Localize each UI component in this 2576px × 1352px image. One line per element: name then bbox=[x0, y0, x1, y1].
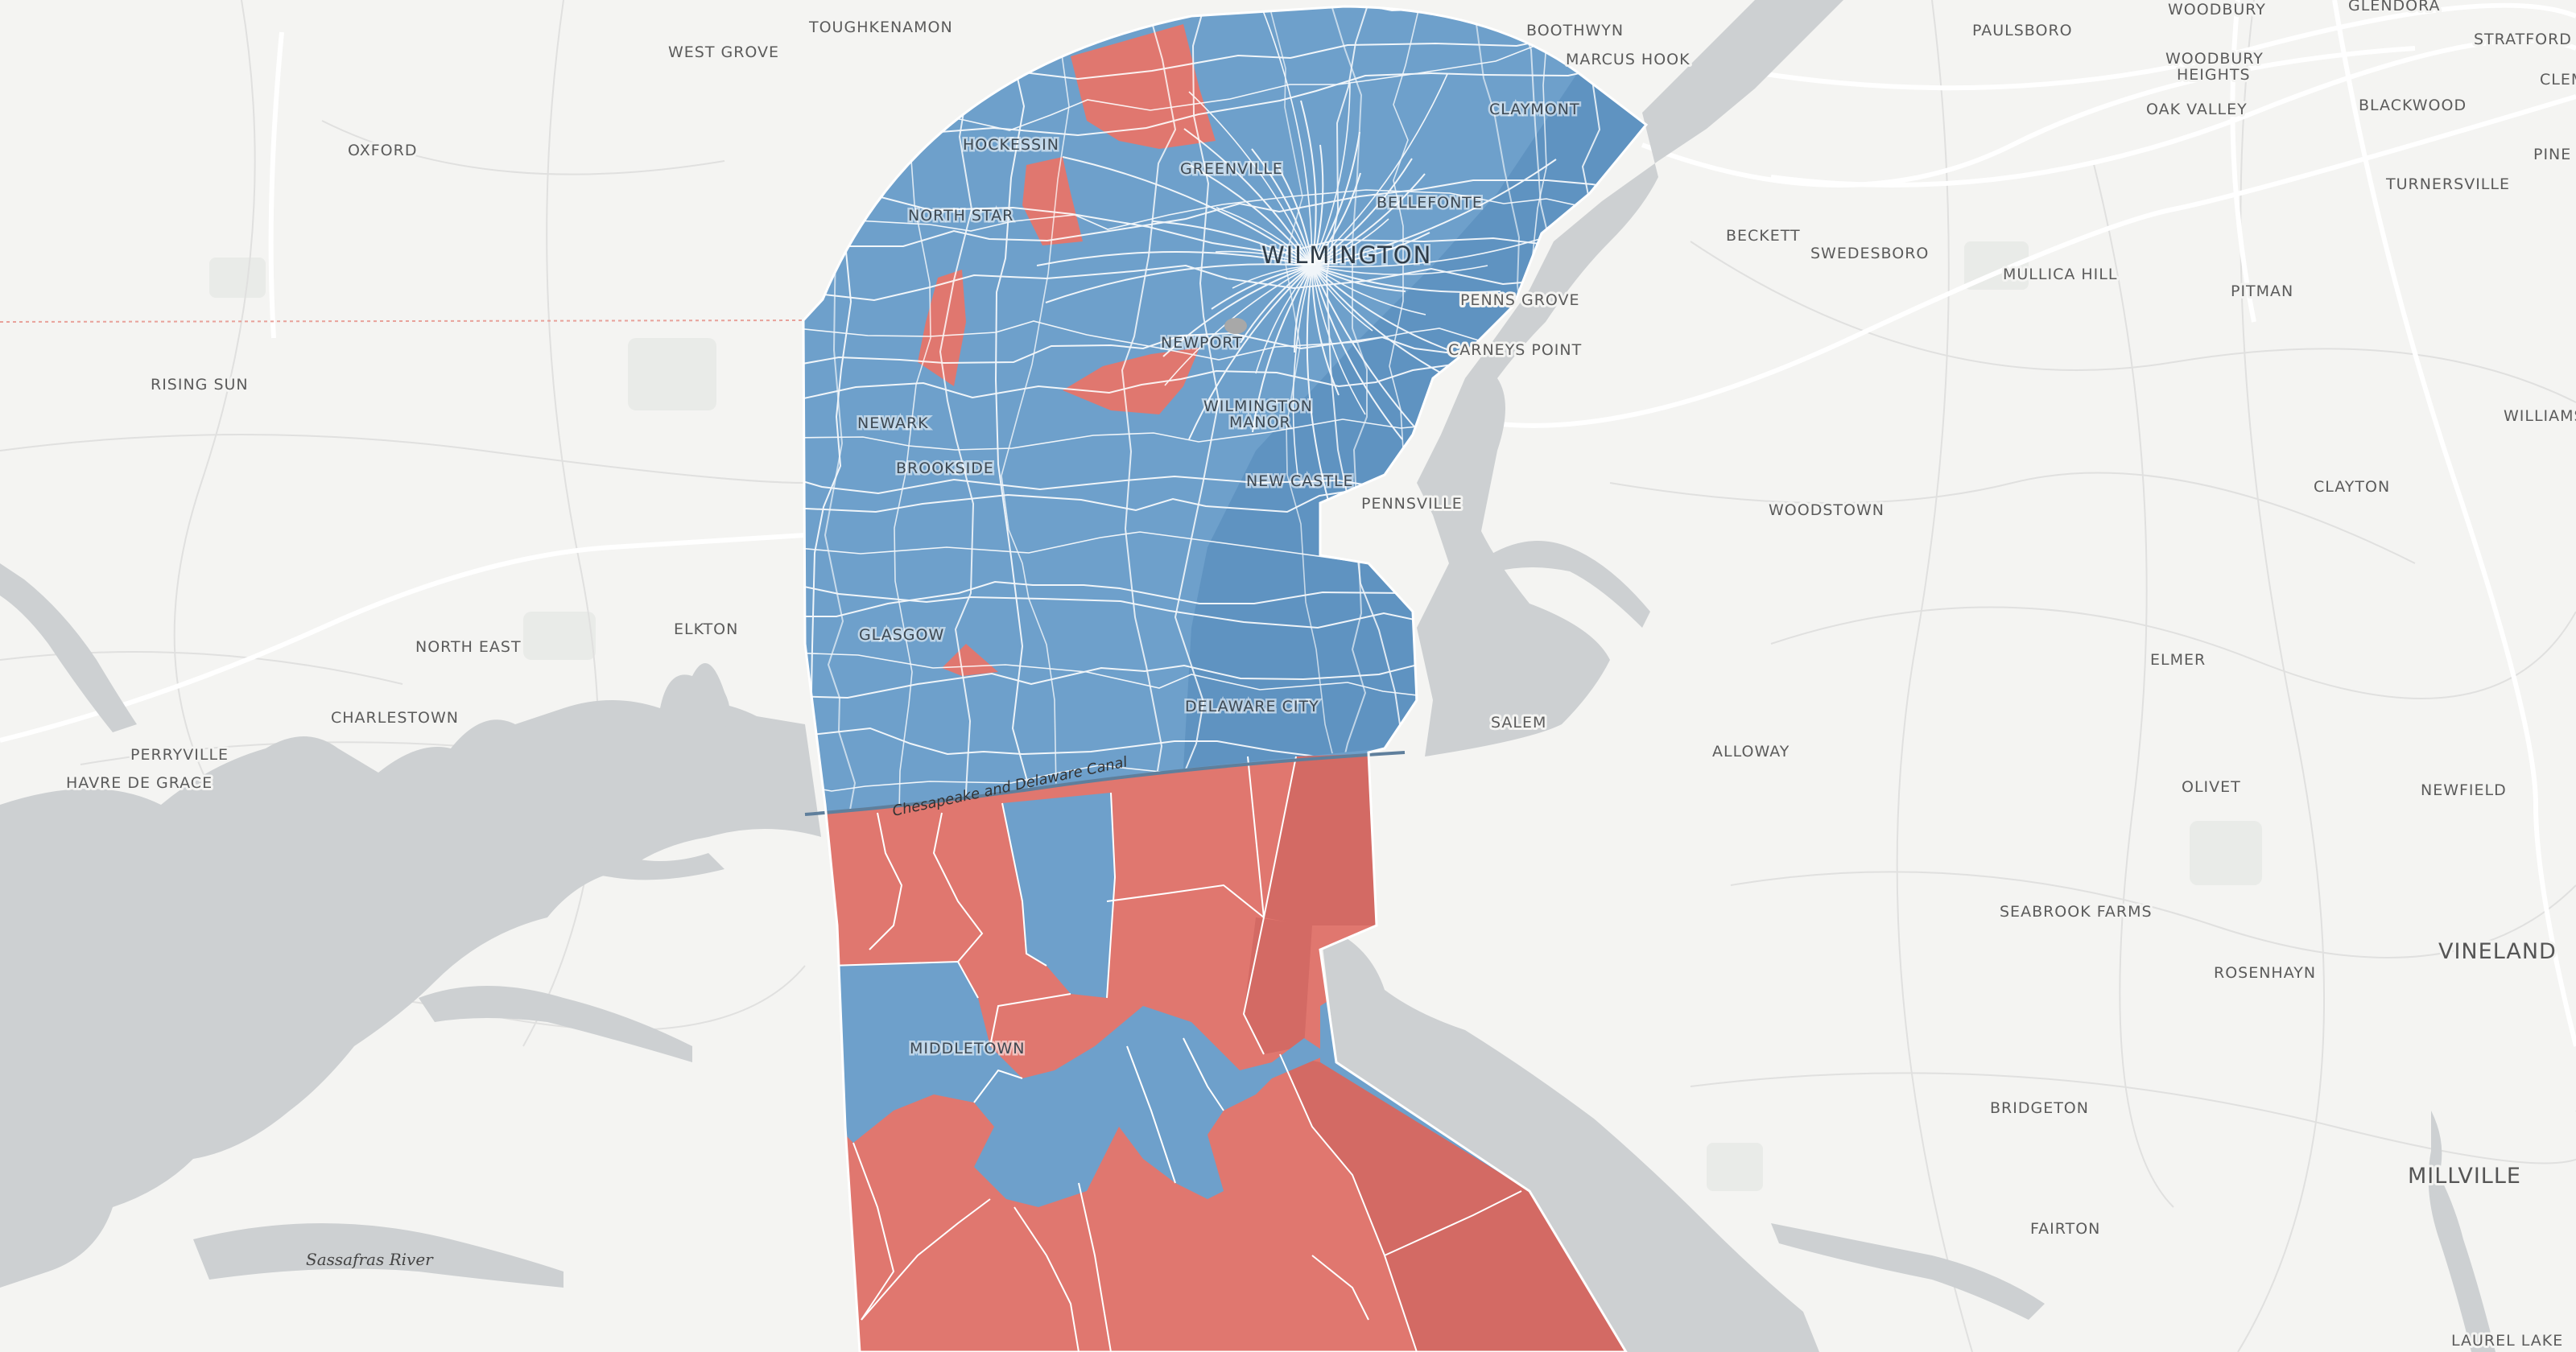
place-label-williams: WILLIAMS bbox=[2504, 407, 2576, 425]
precinct-republican bbox=[1022, 157, 1083, 245]
place-label-charlestown: CHARLESTOWN bbox=[331, 709, 459, 727]
place-label-clem: CLEM bbox=[2540, 71, 2576, 89]
major-roads bbox=[0, 0, 2576, 1047]
place-label-paulsboro: PAULSBORO bbox=[1972, 22, 2073, 39]
precinct-republican-dark bbox=[1280, 1054, 1626, 1352]
place-label-new-castle: NEW CASTLE bbox=[1246, 472, 1354, 490]
place-label-elkton: ELKTON bbox=[674, 620, 738, 638]
newport-pond bbox=[1224, 318, 1247, 334]
place-label-wilmington-manor-2: MANOR bbox=[1229, 414, 1291, 431]
place-label-perryville: PERRYVILLE bbox=[130, 746, 229, 764]
place-label-millville: MILLVILLE bbox=[2408, 1164, 2521, 1189]
water-bodies bbox=[0, 0, 2496, 1352]
place-label-newport: NEWPORT bbox=[1161, 334, 1243, 352]
precinct-republican bbox=[942, 644, 998, 676]
place-label-bridgeton: BRIDGETON bbox=[1990, 1099, 2089, 1117]
place-label-delaware-city: DELAWARE CITY bbox=[1185, 698, 1319, 715]
precinct-democrat bbox=[829, 962, 1328, 1207]
place-label-fairton: FAIRTON bbox=[2030, 1220, 2100, 1238]
place-label-olivet: OLIVET bbox=[2182, 778, 2241, 796]
precinct-republican-dark bbox=[1244, 917, 1312, 1054]
place-label-bellefonte: BELLEFONTE bbox=[1377, 194, 1483, 212]
precinct-republican bbox=[1071, 24, 1216, 149]
precinct-democrat bbox=[1002, 793, 1115, 998]
place-label-beckett: BECKETT bbox=[1726, 227, 1801, 245]
place-label-glendora: GLENDORA bbox=[2348, 0, 2441, 14]
precinct-riverfront bbox=[1183, 72, 1646, 769]
place-label-hockessin: HOCKESSIN bbox=[963, 136, 1059, 154]
place-label-west-grove: WEST GROVE bbox=[668, 43, 779, 61]
place-label-woodbury: WOODBURY bbox=[2168, 1, 2266, 19]
place-label-elmer: ELMER bbox=[2150, 651, 2206, 669]
place-label-seabrook-farms: SEABROOK FARMS bbox=[2000, 903, 2153, 921]
place-label-mullica-hill: MULLICA HILL bbox=[2003, 266, 2117, 283]
chesapeake-delaware-canal bbox=[804, 751, 1406, 816]
place-label-brookside: BROOKSIDE bbox=[896, 460, 994, 477]
water-label-sassafras-river: Sassafras River bbox=[306, 1250, 434, 1269]
county-outline bbox=[802, 5, 1649, 1352]
place-label-alloway: ALLOWAY bbox=[1712, 743, 1790, 760]
place-label-swedesboro: SWEDESBORO bbox=[1810, 245, 1929, 262]
place-label-pitman: PITMAN bbox=[2231, 282, 2293, 300]
place-label-boothwyn: BOOTHWYN bbox=[1526, 22, 1624, 39]
place-label-penns-grove: PENNS GROVE bbox=[1460, 291, 1580, 309]
place-label-middletown: MIDDLETOWN bbox=[910, 1040, 1025, 1057]
place-label-pine-h: PINE H bbox=[2533, 146, 2576, 163]
place-label-woodstown: WOODSTOWN bbox=[1769, 501, 1885, 519]
place-label-rising-sun: RISING SUN bbox=[151, 376, 249, 394]
park-areas bbox=[209, 241, 2262, 1191]
place-label-wilmington: WILMINGTON bbox=[1261, 241, 1432, 269]
place-label-vineland: VINELAND bbox=[2438, 939, 2557, 964]
place-label-claymont: CLAYMONT bbox=[1489, 101, 1580, 118]
state-boundary bbox=[0, 319, 806, 323]
place-label-salem: SALEM bbox=[1491, 714, 1546, 732]
place-label-glasgow: GLASGOW bbox=[859, 626, 944, 644]
precinct-republican bbox=[918, 270, 966, 386]
place-label-blackwood: BLACKWOOD bbox=[2359, 97, 2467, 114]
place-label-havre-de-grace: HAVRE DE GRACE bbox=[66, 774, 213, 792]
place-label-turnersville: TURNERSVILLE bbox=[2385, 175, 2510, 193]
place-label-pennsville: PENNSVILLE bbox=[1361, 495, 1463, 513]
place-label-toughkenamon: TOUGHKENAMON bbox=[808, 19, 953, 36]
precinct-republican bbox=[1063, 348, 1199, 414]
place-label-newfield: NEWFIELD bbox=[2421, 781, 2507, 799]
place-label-oak-valley: OAK VALLEY bbox=[2146, 101, 2248, 118]
place-label-woodbury-heights-2: HEIGHTS bbox=[2177, 66, 2251, 84]
place-label-clayton: CLAYTON bbox=[2314, 478, 2390, 496]
place-label-north-east: NORTH EAST bbox=[415, 638, 522, 656]
place-label-north-star: NORTH STAR bbox=[908, 207, 1013, 225]
place-label-carneys-point: CARNEYS POINT bbox=[1448, 341, 1582, 359]
place-label-newark: NEWARK bbox=[857, 414, 929, 432]
place-label-laurel-lake: LAUREL LAKE bbox=[2451, 1332, 2563, 1350]
place-label-greenville: GREENVILLE bbox=[1180, 160, 1283, 178]
place-label-rosenhayn: ROSENHAYN bbox=[2214, 964, 2316, 982]
place-label-marcus-hook: MARCUS HOOK bbox=[1566, 51, 1690, 68]
place-label-wilmington-manor-1: WILMINGTON bbox=[1203, 398, 1313, 415]
place-label-woodbury-heights-1: WOODBURY bbox=[2165, 50, 2264, 68]
place-label-stratford: STRATFORD bbox=[2474, 31, 2572, 48]
place-label-oxford: OXFORD bbox=[348, 142, 417, 159]
